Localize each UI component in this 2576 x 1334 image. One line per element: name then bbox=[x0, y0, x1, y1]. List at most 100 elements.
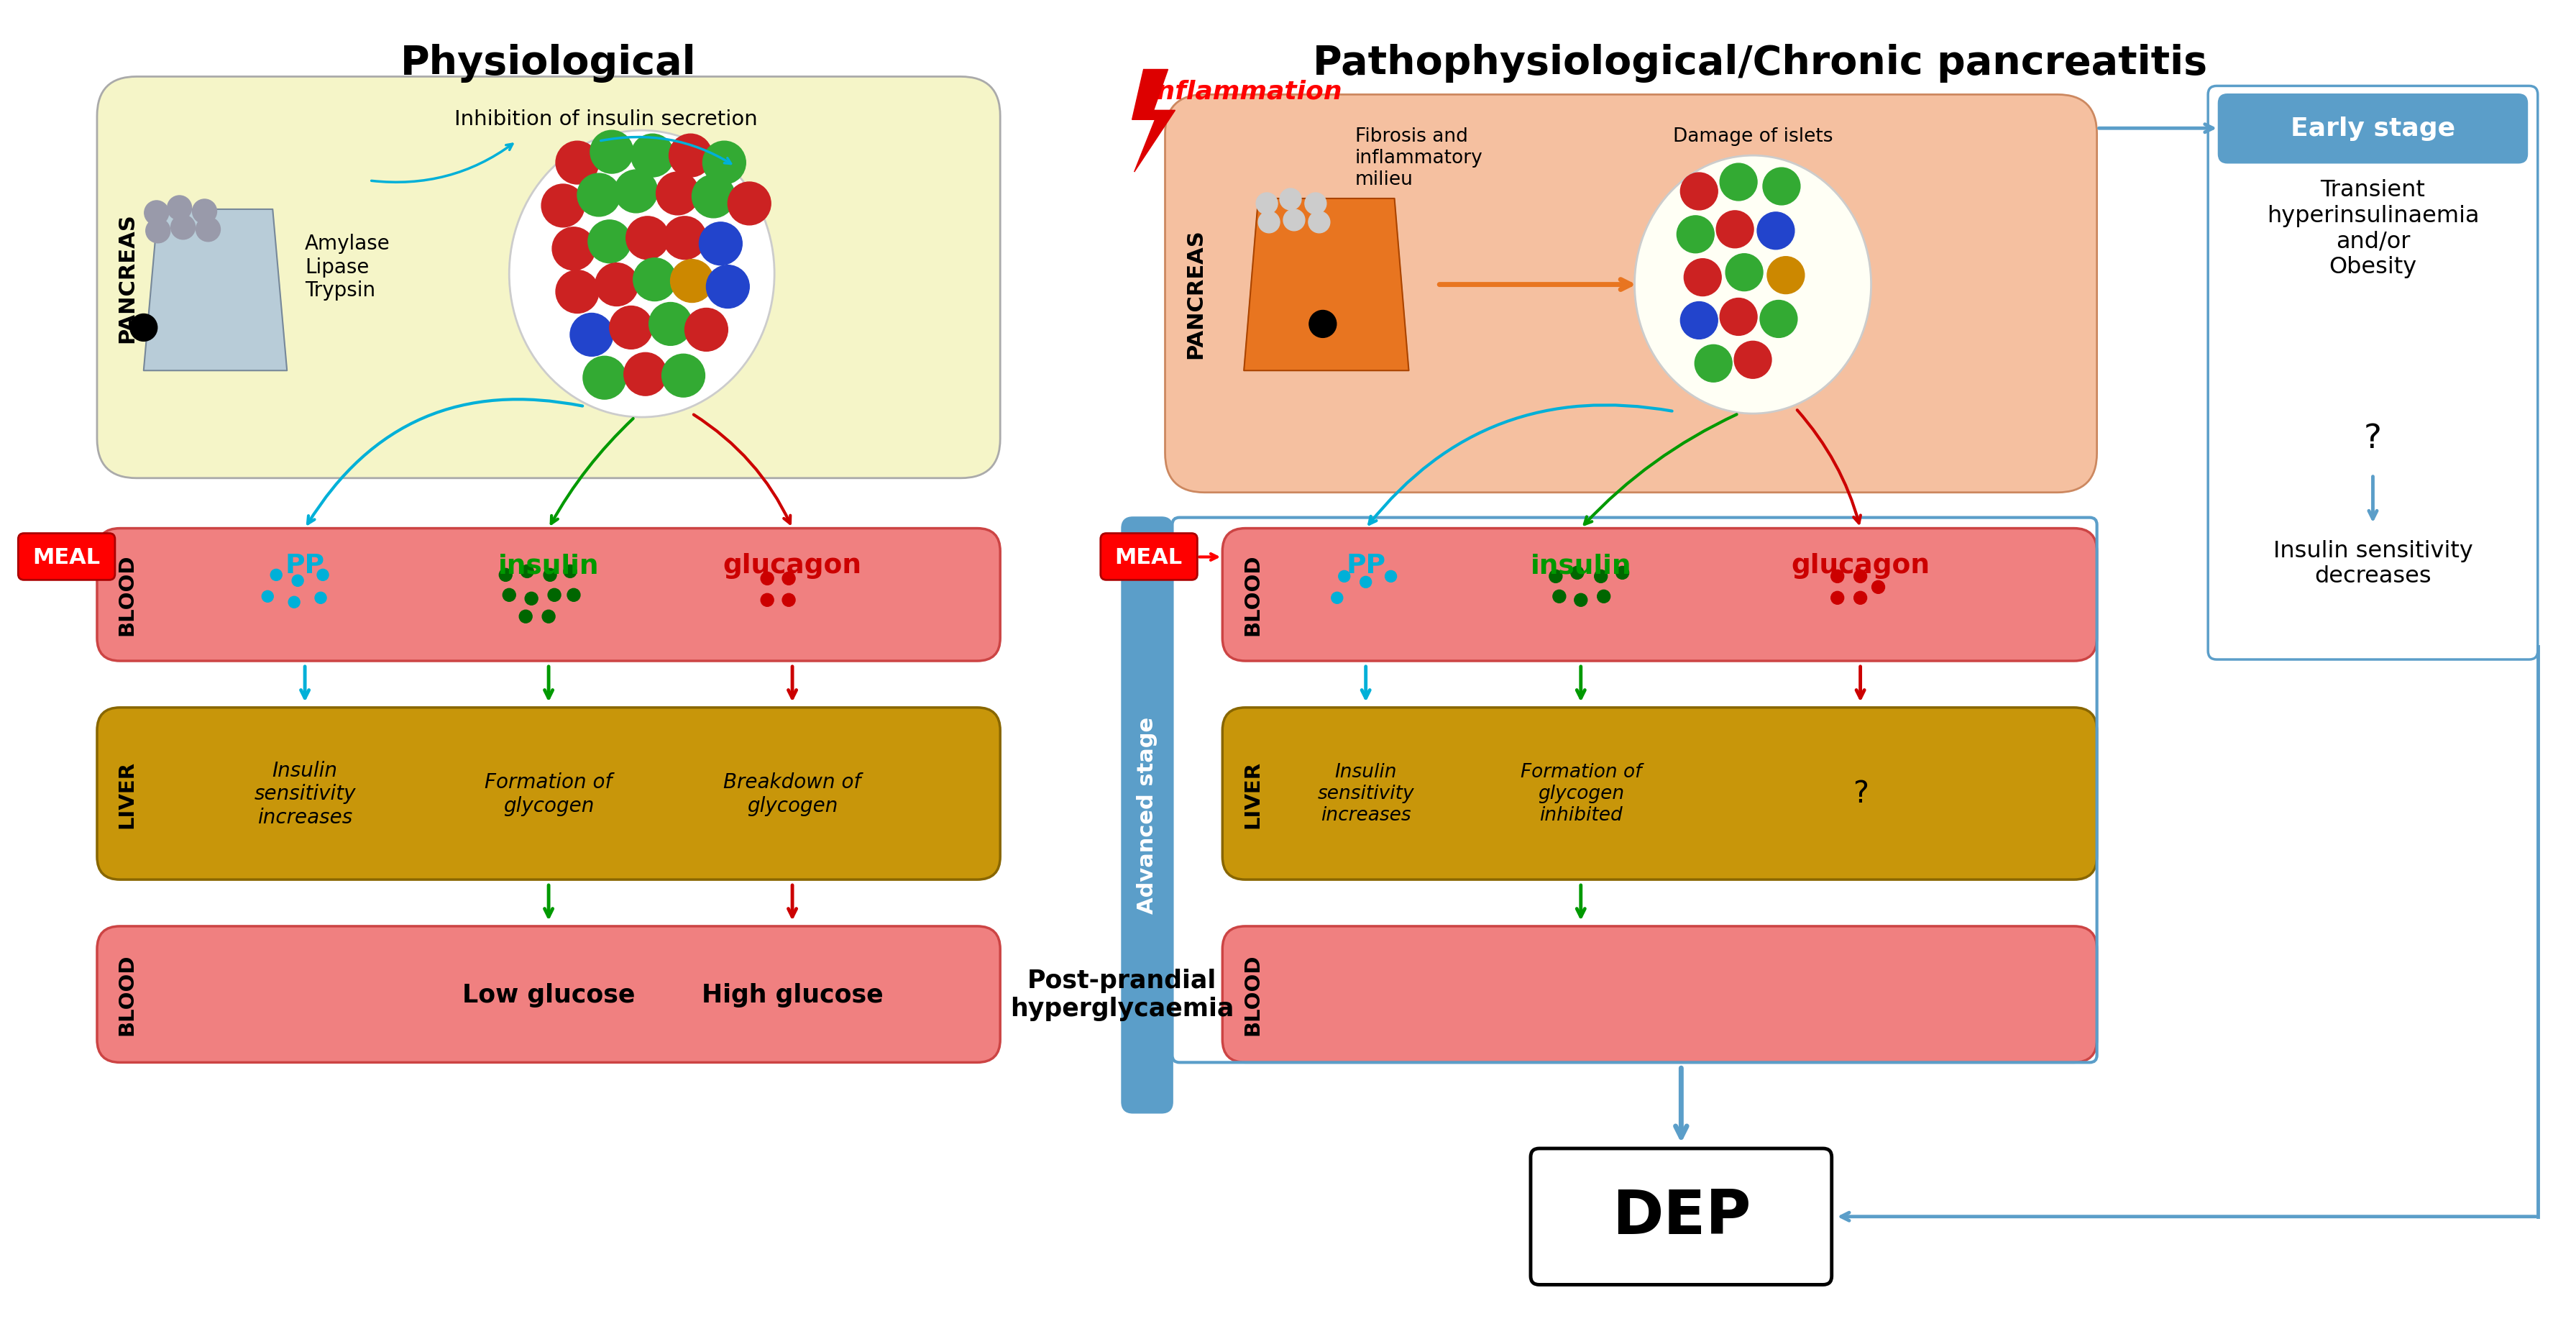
Text: ?: ? bbox=[1852, 779, 1868, 808]
Text: PANCREAS: PANCREAS bbox=[1185, 228, 1206, 359]
Text: Post-prandial
hyperglycaemia: Post-prandial hyperglycaemia bbox=[1010, 968, 1234, 1021]
Text: Formation of
glycogen: Formation of glycogen bbox=[484, 772, 613, 815]
Text: BLOOD: BLOOD bbox=[1242, 954, 1262, 1035]
FancyBboxPatch shape bbox=[98, 77, 999, 479]
Circle shape bbox=[541, 611, 554, 623]
Circle shape bbox=[263, 591, 273, 603]
Circle shape bbox=[500, 568, 513, 582]
Circle shape bbox=[577, 173, 621, 217]
FancyBboxPatch shape bbox=[1224, 926, 2097, 1063]
Circle shape bbox=[1726, 255, 1762, 292]
Text: Insulin sensitivity
decreases: Insulin sensitivity decreases bbox=[2272, 539, 2473, 587]
FancyBboxPatch shape bbox=[1530, 1149, 1832, 1285]
Text: Inhibition of insulin secretion: Inhibition of insulin secretion bbox=[453, 109, 757, 129]
Circle shape bbox=[616, 171, 657, 213]
FancyBboxPatch shape bbox=[1100, 534, 1198, 580]
Ellipse shape bbox=[510, 131, 775, 418]
Text: Low glucose: Low glucose bbox=[461, 982, 636, 1007]
Circle shape bbox=[1553, 591, 1566, 603]
Circle shape bbox=[1597, 591, 1610, 603]
Circle shape bbox=[611, 307, 652, 350]
Circle shape bbox=[1685, 259, 1721, 296]
Circle shape bbox=[289, 596, 299, 608]
FancyBboxPatch shape bbox=[98, 708, 999, 880]
Circle shape bbox=[729, 183, 770, 225]
Text: BLOOD: BLOOD bbox=[116, 554, 137, 635]
Text: Early stage: Early stage bbox=[2290, 116, 2455, 141]
Circle shape bbox=[1716, 211, 1754, 248]
Circle shape bbox=[1280, 189, 1301, 211]
Circle shape bbox=[556, 141, 598, 184]
Circle shape bbox=[1574, 594, 1587, 607]
Circle shape bbox=[129, 315, 157, 342]
Text: Insulin
sensitivity
increases: Insulin sensitivity increases bbox=[255, 760, 355, 827]
Text: Inflammation: Inflammation bbox=[1146, 80, 1342, 104]
Circle shape bbox=[549, 588, 562, 602]
FancyBboxPatch shape bbox=[1224, 528, 2097, 662]
Circle shape bbox=[670, 260, 714, 303]
Circle shape bbox=[1757, 212, 1795, 249]
Text: PP: PP bbox=[1347, 554, 1386, 579]
Text: LIVER: LIVER bbox=[1242, 760, 1262, 827]
Circle shape bbox=[662, 355, 706, 398]
Circle shape bbox=[556, 271, 598, 313]
Circle shape bbox=[1832, 570, 1844, 583]
Circle shape bbox=[626, 217, 670, 260]
Circle shape bbox=[1680, 303, 1718, 340]
Circle shape bbox=[1571, 567, 1584, 579]
Text: Physiological: Physiological bbox=[402, 44, 696, 83]
Circle shape bbox=[196, 217, 222, 241]
Circle shape bbox=[1360, 576, 1370, 588]
Polygon shape bbox=[144, 209, 286, 371]
Circle shape bbox=[631, 135, 675, 177]
Circle shape bbox=[144, 201, 167, 225]
FancyBboxPatch shape bbox=[98, 926, 999, 1063]
Circle shape bbox=[551, 228, 595, 271]
Circle shape bbox=[520, 611, 533, 623]
Ellipse shape bbox=[1636, 156, 1870, 414]
Text: glucagon: glucagon bbox=[1790, 554, 1929, 579]
Circle shape bbox=[526, 592, 538, 606]
Text: Amylase
Lipase
Trypsin: Amylase Lipase Trypsin bbox=[304, 233, 392, 300]
Text: Fibrosis and
inflammatory
milieu: Fibrosis and inflammatory milieu bbox=[1355, 128, 1484, 189]
Circle shape bbox=[760, 594, 773, 607]
Circle shape bbox=[1306, 193, 1327, 215]
Circle shape bbox=[1677, 216, 1713, 253]
Circle shape bbox=[698, 223, 742, 265]
Circle shape bbox=[1695, 346, 1731, 383]
Circle shape bbox=[1832, 592, 1844, 604]
Circle shape bbox=[649, 303, 693, 346]
Circle shape bbox=[1855, 570, 1868, 583]
Circle shape bbox=[502, 588, 515, 602]
Text: Breakdown of
glycogen: Breakdown of glycogen bbox=[724, 772, 860, 815]
Circle shape bbox=[783, 594, 796, 607]
Text: BLOOD: BLOOD bbox=[116, 954, 137, 1035]
Circle shape bbox=[1721, 164, 1757, 201]
Text: DEP: DEP bbox=[1613, 1187, 1752, 1246]
Text: PP: PP bbox=[286, 554, 325, 579]
Circle shape bbox=[1873, 582, 1886, 594]
Circle shape bbox=[270, 570, 281, 582]
Circle shape bbox=[783, 572, 796, 586]
Circle shape bbox=[541, 184, 585, 228]
Circle shape bbox=[314, 592, 327, 604]
Circle shape bbox=[623, 354, 667, 396]
Text: High glucose: High glucose bbox=[701, 982, 884, 1007]
Text: Damage of islets: Damage of islets bbox=[1672, 128, 1834, 147]
Circle shape bbox=[693, 175, 734, 219]
Circle shape bbox=[193, 200, 216, 224]
FancyBboxPatch shape bbox=[1123, 518, 1172, 1113]
Circle shape bbox=[167, 196, 191, 220]
Text: glucagon: glucagon bbox=[724, 554, 863, 579]
Circle shape bbox=[567, 588, 580, 602]
Circle shape bbox=[1762, 168, 1801, 205]
Circle shape bbox=[1595, 570, 1607, 583]
Circle shape bbox=[1332, 592, 1342, 604]
FancyBboxPatch shape bbox=[18, 534, 116, 580]
Text: LIVER: LIVER bbox=[116, 760, 137, 827]
Circle shape bbox=[657, 172, 698, 216]
Circle shape bbox=[1283, 209, 1306, 231]
Text: Advanced stage: Advanced stage bbox=[1136, 716, 1157, 914]
Circle shape bbox=[1767, 257, 1803, 295]
FancyBboxPatch shape bbox=[98, 528, 999, 662]
